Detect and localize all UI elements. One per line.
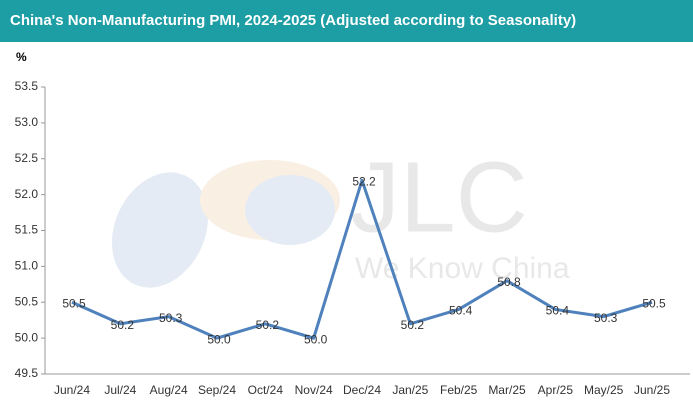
chart-title: China's Non-Manufacturing PMI, 2024-2025… [10, 12, 576, 29]
watermark-logo: JLC [350, 141, 528, 253]
title-bar [0, 0, 693, 42]
y-axis-label: % [16, 50, 27, 64]
watermark: JLC We Know China [111, 141, 570, 288]
x-tick-label: Apr/25 [538, 383, 574, 397]
y-tick-label: 51.0 [15, 259, 39, 273]
x-tick-label: Dec/24 [343, 383, 381, 397]
x-tick-label: Jun/25 [634, 383, 670, 397]
x-tick-label: Feb/25 [440, 383, 478, 397]
data-label: 50.3 [159, 311, 183, 325]
data-label: 50.2 [256, 318, 280, 332]
data-label: 50.0 [304, 332, 328, 346]
x-tick-label: Jun/24 [54, 383, 90, 397]
data-label: 50.4 [546, 304, 570, 318]
y-tick-label: 53.5 [15, 79, 39, 93]
data-label: 50.8 [497, 275, 521, 289]
x-tick-label: Jul/24 [104, 383, 136, 397]
x-tick-label: Aug/24 [150, 383, 188, 397]
data-label: 50.2 [401, 318, 425, 332]
x-tick-label: Oct/24 [248, 383, 284, 397]
data-label: 50.5 [642, 296, 666, 310]
data-label: 50.2 [111, 318, 135, 332]
data-label: 50.4 [449, 304, 473, 318]
series-line [71, 178, 653, 340]
y-tick-label: 50.5 [15, 294, 39, 308]
y-tick-label: 49.5 [15, 366, 39, 380]
y-tick-label: 53.0 [15, 115, 39, 129]
data-label: 52.2 [352, 174, 376, 188]
x-tick-label: Jan/25 [392, 383, 428, 397]
watermark-shape [111, 172, 209, 288]
x-tick-label: May/25 [584, 383, 624, 397]
x-tick-label: Sep/24 [198, 383, 236, 397]
y-tick-label: 52.5 [15, 151, 39, 165]
y-tick-label: 51.5 [15, 223, 39, 237]
x-tick-label: Nov/24 [295, 383, 333, 397]
data-label: 50.0 [207, 332, 231, 346]
data-label: 50.5 [62, 296, 86, 310]
y-tick-label: 52.0 [15, 187, 39, 201]
watermark-shape [200, 160, 340, 240]
x-tick-label: Mar/25 [488, 383, 526, 397]
y-tick-label: 50.0 [15, 330, 39, 344]
data-label: 50.3 [594, 311, 618, 325]
watermark-shape [245, 175, 335, 245]
